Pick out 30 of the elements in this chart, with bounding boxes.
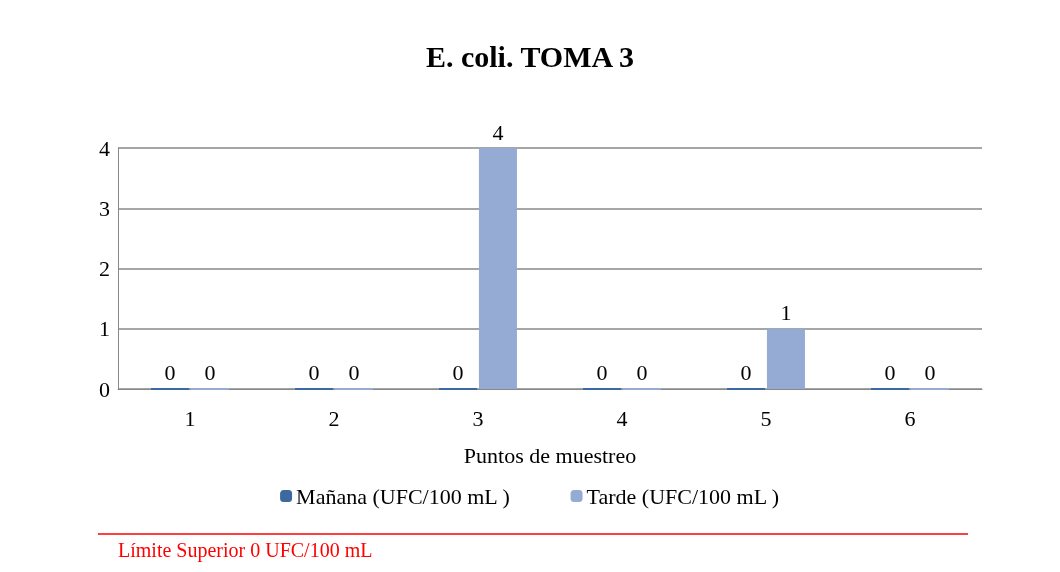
data-label: 0 — [308, 359, 320, 385]
data-label: 0 — [596, 359, 608, 385]
x-tick-label: 2 — [328, 405, 340, 431]
y-tick-label: 2 — [99, 256, 110, 281]
bar — [478, 148, 517, 389]
data-label: 4 — [492, 119, 504, 145]
data-label: 0 — [164, 359, 176, 385]
x-tick-label: 6 — [904, 405, 916, 431]
y-tick-label: 1 — [99, 316, 110, 342]
data-label: 0 — [924, 359, 936, 385]
data-label: 0 — [204, 359, 216, 385]
y-tick-label: 3 — [99, 195, 110, 221]
x-tick-label: 3 — [472, 405, 484, 431]
y-tick-label: 0 — [99, 376, 110, 402]
data-label: 0 — [636, 359, 648, 385]
x-axis-title: Puntos de muestreo — [463, 442, 637, 468]
x-tick-label: 5 — [760, 405, 772, 431]
data-label: 0 — [884, 359, 896, 385]
text: Límite Superior 0 UFC/100 mL — [118, 539, 373, 562]
x-tick-label: 1 — [184, 405, 196, 431]
data-label: 1 — [780, 300, 792, 326]
legend-label: Tarde (UFC/100 mL ) — [586, 483, 780, 509]
data-label: 0 — [452, 359, 464, 385]
legend-label: Mañana (UFC/100 mL ) — [296, 483, 510, 509]
chart-title: E. coli. TOMA 3 — [425, 39, 635, 73]
data-label: 0 — [348, 359, 360, 385]
data-label: 0 — [740, 359, 752, 385]
bar — [766, 328, 805, 389]
x-tick-label: 4 — [616, 405, 628, 431]
y-tick-label: 4 — [99, 135, 110, 161]
